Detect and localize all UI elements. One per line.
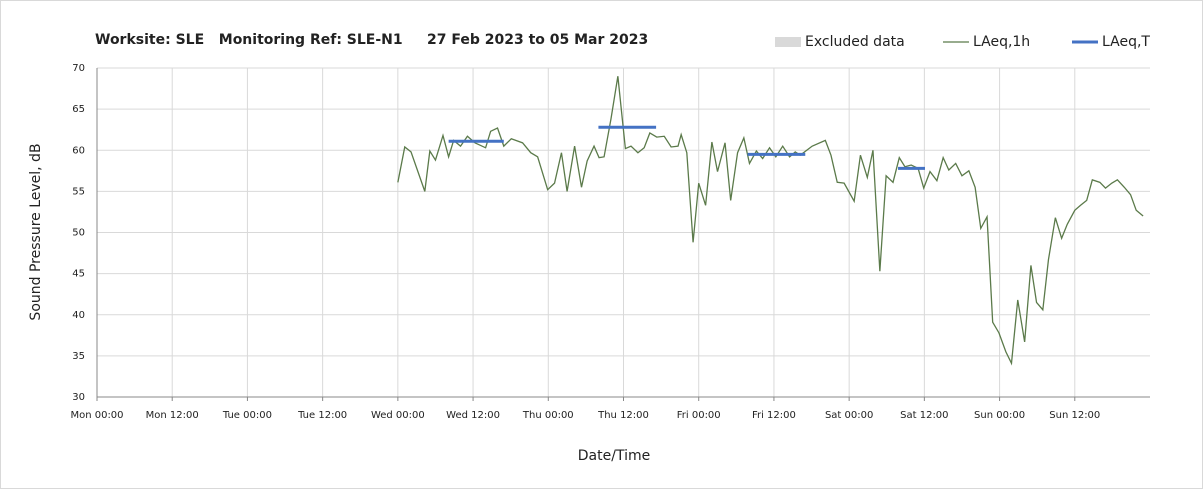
x-tick-label: Sat 00:00 — [825, 410, 873, 421]
legend-swatch — [775, 37, 801, 47]
y-tick-label: 45 — [72, 269, 85, 280]
x-tick-label: Thu 12:00 — [597, 410, 649, 421]
y-tick-label: 50 — [72, 228, 85, 239]
x-tick-label: Mon 12:00 — [146, 410, 199, 421]
chart-title: Worksite: SLE Monitoring Ref: SLE-N1 27 … — [95, 32, 648, 48]
x-tick-label: Wed 00:00 — [371, 410, 425, 421]
y-tick-label: 60 — [72, 145, 85, 156]
x-tick-label: Sun 12:00 — [1049, 410, 1100, 421]
y-tick-label: 65 — [72, 104, 85, 115]
y-tick-label: 70 — [72, 63, 85, 74]
x-tick-label: Mon 00:00 — [70, 410, 123, 421]
legend-label: LAeq,1h — [973, 34, 1030, 50]
x-tick-label: Fri 12:00 — [752, 410, 796, 421]
y-tick-label: 30 — [72, 392, 85, 403]
line-series — [397, 76, 1144, 366]
y-axis-label: Sound Pressure Level, dB — [28, 143, 44, 320]
x-axis-label: Date/Time — [578, 448, 650, 464]
y-tick-label: 35 — [72, 351, 85, 362]
x-tick-label: Sun 00:00 — [974, 410, 1025, 421]
legend-label: LAeq,T — [1102, 34, 1150, 50]
x-tick-label: Sat 12:00 — [900, 410, 948, 421]
legend-label: Excluded data — [805, 34, 905, 50]
x-tick-label: Tue 00:00 — [222, 410, 272, 421]
x-tick-label: Thu 00:00 — [522, 410, 574, 421]
x-tick-label: Tue 12:00 — [297, 410, 347, 421]
y-tick-label: 55 — [72, 186, 85, 197]
x-tick-label: Wed 12:00 — [446, 410, 500, 421]
x-tick-label: Fri 00:00 — [677, 410, 721, 421]
y-tick-label: 40 — [72, 310, 85, 321]
